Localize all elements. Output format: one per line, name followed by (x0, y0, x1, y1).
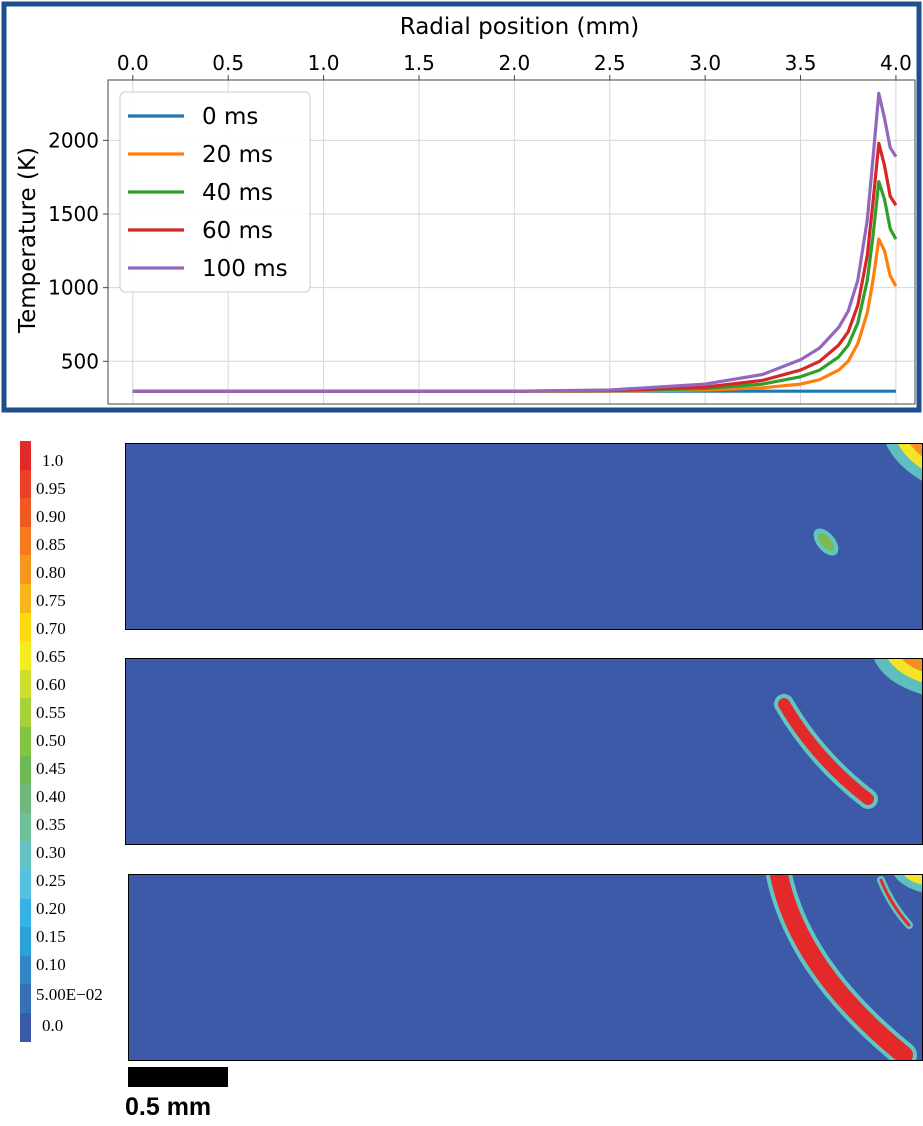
contour-map-1-features (813, 444, 922, 556)
x-tick-label: 1.5 (403, 51, 435, 75)
colorbar-segment (20, 612, 31, 642)
colorbar-label: 0.40 (36, 787, 66, 806)
colorbar-segment (20, 984, 31, 1014)
colorbar-segment (20, 755, 31, 785)
colorbar-segment (20, 841, 31, 871)
y-tick-label: 500 (61, 349, 99, 373)
colorbar-label: 0.65 (36, 647, 66, 666)
contour-map-2 (125, 658, 923, 845)
temperature-chart-panel: 0.0 0.5 1.0 1.5 2.0 2.5 3.0 3.5 4.0 500 1000 1500 20… (0, 0, 923, 415)
colorbar-label: 0.15 (36, 927, 66, 946)
colorbar-segment (20, 955, 31, 985)
series-line-100-ms (132, 91, 898, 393)
y-tick-label: 1500 (48, 202, 99, 226)
contour-map-3-features (766, 875, 922, 1060)
x-tick-label: 2.5 (594, 51, 626, 75)
x-tick-label: 4.0 (880, 51, 912, 75)
x-axis-label: Radial position (mm) (400, 14, 640, 40)
colorbar-label: 0.20 (36, 899, 66, 918)
chart-frame (1, 1, 922, 413)
colorbar-label: 0.50 (36, 731, 66, 750)
legend-entry: 100 ms (202, 256, 288, 282)
colorbar-segment (20, 498, 31, 528)
colorbar-label: 0.35 (36, 815, 66, 834)
colorbar-label: 0.80 (36, 563, 66, 582)
colorbar-label: 0.55 (36, 703, 66, 722)
x-tick-label: 0.5 (212, 51, 244, 75)
plot-area (107, 79, 916, 405)
colorbar-segment (20, 784, 31, 814)
colorbar-segment (20, 1013, 31, 1043)
colorbar-label: 5.00E−02 (36, 985, 103, 1004)
contour-map-1 (125, 443, 923, 630)
colorbar-label: 0.25 (36, 871, 66, 890)
y-axis-label: Temperature (K) (15, 147, 41, 334)
legend-entry: 0 ms (202, 104, 258, 130)
x-tick-label: 0.0 (117, 51, 149, 75)
colorbar-label: 0.30 (36, 843, 66, 862)
legend-entry: 20 ms (202, 142, 273, 168)
colorbar-label: 0.70 (36, 619, 66, 638)
contour-map-2-features (774, 659, 922, 809)
x-tick-label: 3.0 (689, 51, 721, 75)
colorbar-label: 0.0 (42, 1016, 64, 1035)
colorbar-segment (20, 898, 31, 928)
colorbar-segment (20, 727, 31, 757)
contour-panel: 1.0 0.95 0.90 0.85 0.80 0.75 0.70 0.65 0.60 0.55 0… (0, 425, 923, 1126)
colorbar-label: 0.95 (36, 479, 66, 498)
colorbar-label: 0.45 (36, 759, 66, 778)
colorbar-segment (20, 555, 31, 585)
legend-entry: 40 ms (202, 180, 273, 206)
x-tick-label: 2.0 (498, 51, 530, 75)
x-tick-label: 3.5 (785, 51, 817, 75)
colorbar-segment (20, 669, 31, 699)
colorbar-segment (20, 870, 31, 900)
colorbar-segment (20, 812, 31, 842)
colorbar-segment (20, 698, 31, 728)
x-tick-label: 1.0 (308, 51, 340, 75)
colorbar-label: 0.75 (36, 591, 66, 610)
contour-map-3 (128, 874, 923, 1061)
colorbar-label: 0.10 (36, 955, 66, 974)
legend-box (119, 91, 311, 293)
legend-entry: 60 ms (202, 218, 273, 244)
scale-bar-label: 0.5 mm (125, 1093, 212, 1121)
temperature-chart: 0.0 0.5 1.0 1.5 2.0 2.5 3.0 3.5 4.0 500 1000 1500 20… (1, 1, 922, 413)
colorbar-label: 0.60 (36, 675, 66, 694)
colorbar-segment (20, 469, 31, 499)
colorbar-segment (20, 526, 31, 556)
colorbar-segment (20, 641, 31, 671)
colorbar-label: 0.85 (36, 535, 66, 554)
colorbar-label: 0.90 (36, 507, 66, 526)
scale-bar (128, 1067, 228, 1087)
colorbar-segment (20, 584, 31, 614)
y-tick-label: 1000 (48, 276, 99, 300)
colorbar-segment (20, 441, 31, 471)
colorbar-label: 1.0 (42, 451, 64, 470)
y-tick-label: 2000 (48, 128, 99, 152)
colorbar-segment (20, 927, 31, 957)
legend: 0 ms 20 ms 40 ms 60 ms 100 ms (119, 91, 311, 293)
